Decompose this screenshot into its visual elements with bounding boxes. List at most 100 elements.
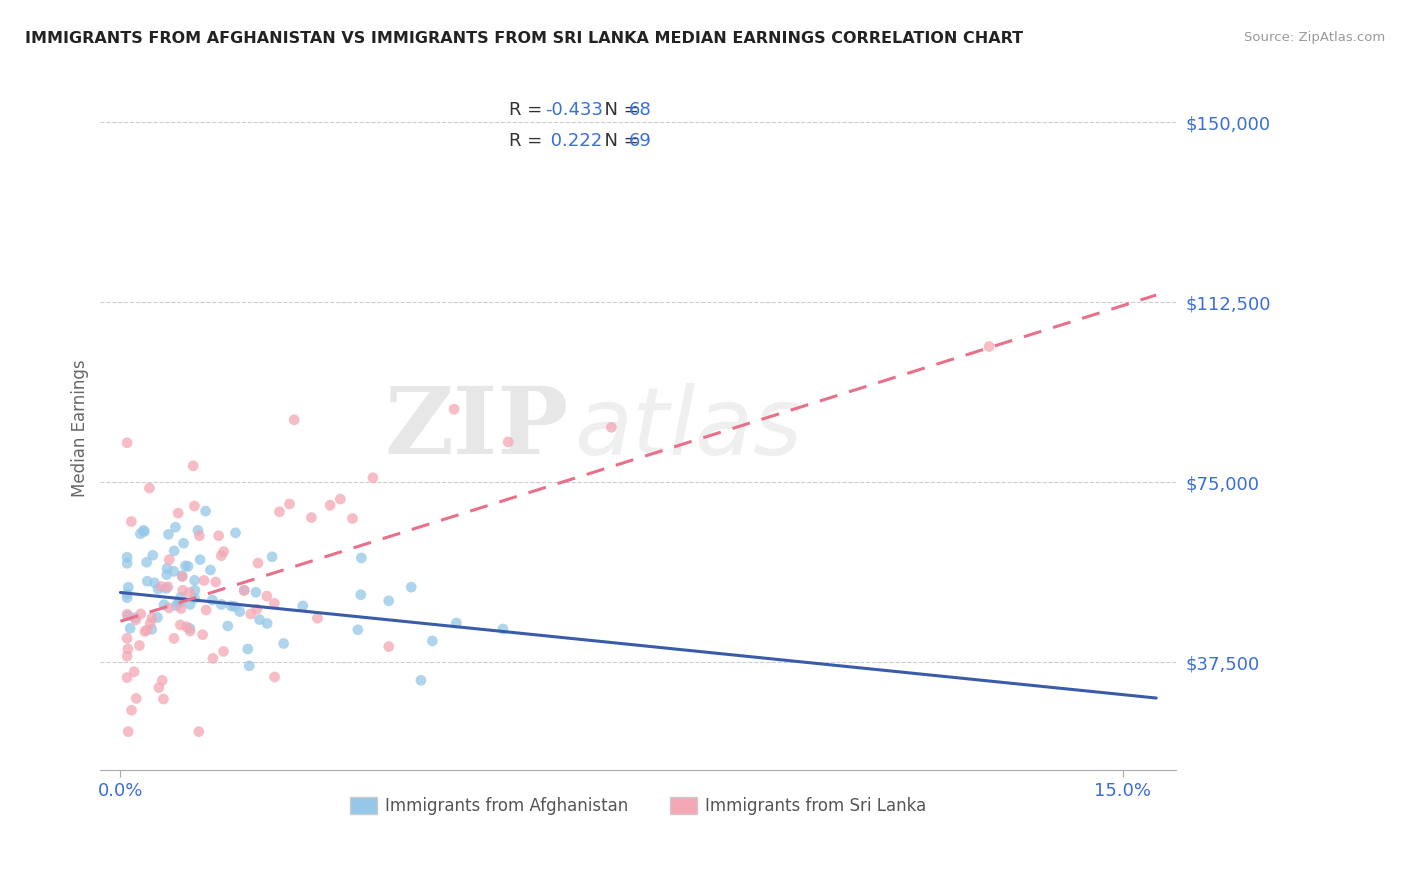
Point	[139, 616, 162, 631]
Point	[167, 506, 190, 520]
Point	[170, 595, 193, 609]
Point	[163, 632, 186, 646]
Point	[496, 434, 519, 449]
Point	[138, 481, 160, 495]
Point	[399, 580, 422, 594]
Point	[122, 665, 145, 679]
Point	[273, 636, 295, 650]
Point	[256, 589, 278, 603]
Point	[170, 591, 193, 605]
Text: 0.222: 0.222	[544, 132, 602, 150]
Y-axis label: Median Earnings: Median Earnings	[72, 359, 89, 497]
Point	[132, 524, 155, 538]
Point	[233, 583, 256, 598]
Point	[117, 608, 139, 623]
Point	[150, 673, 173, 688]
Point	[129, 526, 152, 541]
Point	[446, 615, 468, 630]
Point	[120, 515, 142, 529]
Point	[225, 525, 247, 540]
Point	[184, 583, 207, 598]
Point	[245, 585, 267, 599]
Point	[115, 632, 138, 646]
Point	[278, 497, 301, 511]
Point	[135, 623, 157, 637]
Point	[179, 624, 201, 638]
Point	[319, 498, 342, 512]
Legend: Immigrants from Afghanistan, Immigrants from Sri Lanka: Immigrants from Afghanistan, Immigrants …	[342, 789, 935, 823]
Text: IMMIGRANTS FROM AFGHANISTAN VS IMMIGRANTS FROM SRI LANKA MEDIAN EARNINGS CORRELA: IMMIGRANTS FROM AFGHANISTAN VS IMMIGRANT…	[25, 31, 1024, 46]
Point	[142, 548, 165, 562]
Point	[125, 613, 148, 627]
Point	[115, 591, 138, 605]
Text: Source: ZipAtlas.com: Source: ZipAtlas.com	[1244, 31, 1385, 45]
Point	[212, 644, 235, 658]
Point	[173, 536, 195, 550]
Point	[249, 613, 271, 627]
Point	[191, 627, 214, 641]
Point	[179, 621, 201, 635]
Point	[342, 511, 364, 525]
Point	[150, 579, 173, 593]
Point	[120, 621, 142, 635]
Point	[188, 528, 211, 542]
Point	[350, 588, 373, 602]
Point	[124, 611, 146, 625]
Point	[492, 622, 515, 636]
Point	[377, 640, 399, 654]
Point	[170, 601, 193, 615]
Point	[236, 642, 259, 657]
Point	[179, 598, 201, 612]
Point	[143, 575, 166, 590]
Point	[600, 420, 623, 434]
Text: atlas: atlas	[574, 383, 801, 474]
Point	[263, 596, 285, 610]
Point	[115, 671, 138, 685]
Point	[156, 567, 179, 582]
Point	[201, 651, 224, 665]
Point	[134, 624, 156, 639]
Point	[172, 569, 194, 583]
Point	[269, 505, 291, 519]
Point	[291, 599, 314, 613]
Point	[155, 582, 177, 596]
Point	[219, 599, 242, 613]
Point	[350, 551, 373, 566]
Point	[165, 599, 187, 613]
Text: N =: N =	[593, 132, 644, 150]
Point	[146, 610, 169, 624]
Point	[183, 574, 205, 588]
Point	[156, 561, 179, 575]
Point	[238, 658, 260, 673]
Point	[163, 565, 186, 579]
Point	[217, 619, 239, 633]
Point	[115, 435, 138, 450]
Point	[157, 601, 180, 615]
Point	[283, 413, 305, 427]
Point	[169, 618, 191, 632]
Point	[177, 559, 200, 574]
Point	[176, 620, 198, 634]
Point	[204, 575, 226, 590]
Point	[117, 580, 139, 594]
Point	[212, 544, 235, 558]
Point	[246, 602, 269, 616]
Point	[200, 563, 222, 577]
Point	[148, 582, 170, 596]
Point	[170, 568, 193, 582]
Point	[121, 703, 143, 717]
Text: 68: 68	[628, 102, 651, 120]
Point	[229, 605, 252, 619]
Point	[157, 552, 180, 566]
Point	[183, 499, 205, 513]
Point	[187, 724, 209, 739]
Point	[163, 544, 186, 558]
Point	[329, 491, 352, 506]
Point	[246, 556, 269, 570]
Point	[209, 598, 232, 612]
Point	[135, 555, 157, 569]
Point	[156, 580, 179, 594]
Point	[134, 524, 156, 539]
Point	[129, 607, 152, 621]
Point	[181, 458, 204, 473]
